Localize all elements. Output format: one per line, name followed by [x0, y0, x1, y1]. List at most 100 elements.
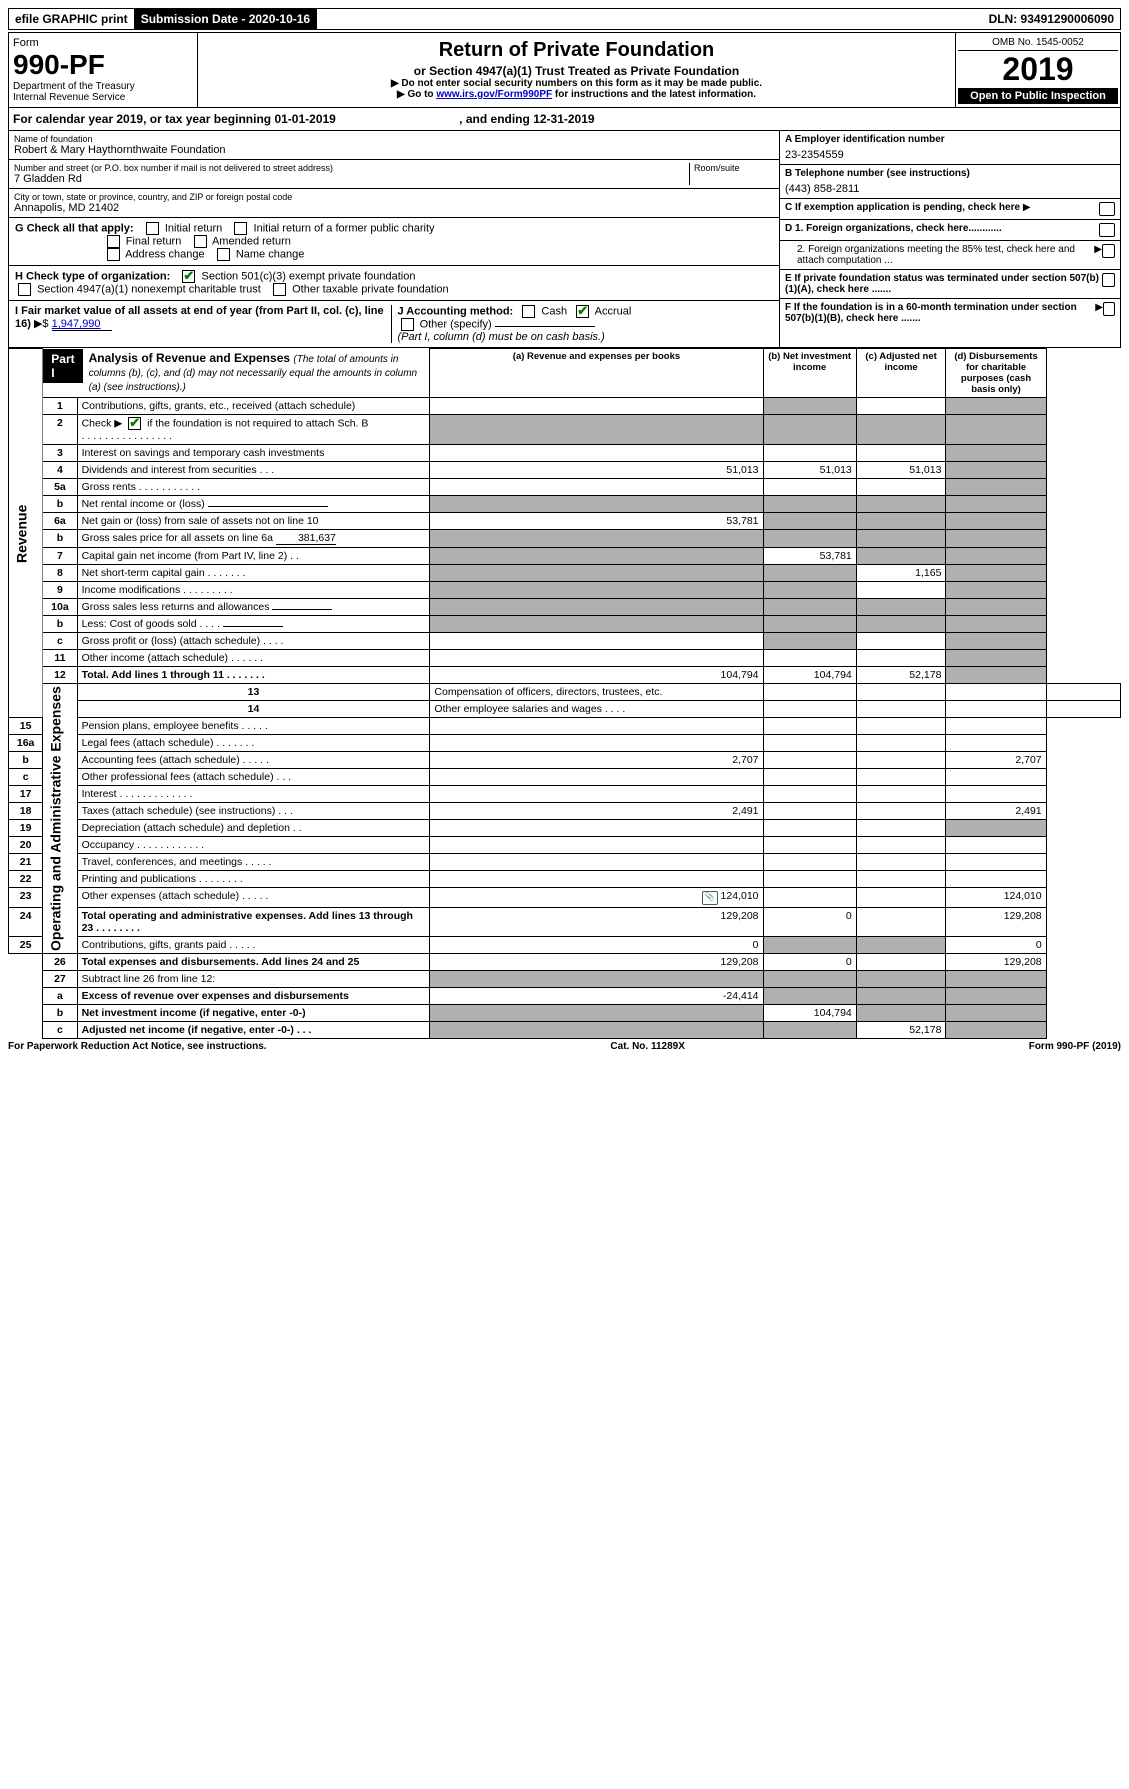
col-a-header: (a) Revenue and expenses per books	[430, 349, 763, 398]
h-section: H Check type of organization: Section 50…	[9, 266, 779, 301]
address-change-checkbox[interactable]	[107, 248, 120, 261]
part1-table: Revenue Part I Analysis of Revenue and E…	[8, 348, 1121, 1039]
j-other: Other (specify)	[420, 318, 492, 330]
row-9: 9Income modifications . . . . . . . . .	[9, 582, 1121, 599]
city-state-zip: Annapolis, MD 21402	[14, 202, 774, 214]
city-cell: City or town, state or province, country…	[9, 189, 779, 218]
dept-2: Internal Revenue Service	[13, 92, 193, 103]
d1-checkbox[interactable]	[1099, 223, 1115, 237]
address-cell: Number and street (or P.O. box number if…	[9, 160, 779, 189]
phone-cell: B Telephone number (see instructions) (4…	[780, 165, 1120, 199]
fair-market-value[interactable]: 1,947,990	[52, 318, 112, 331]
ein-value: 23-2354559	[785, 149, 1115, 161]
ein-label: A Employer identification number	[785, 134, 1115, 145]
foundation-name-cell: Name of foundation Robert & Mary Haythor…	[9, 131, 779, 160]
h-label: H Check type of organization:	[15, 270, 170, 282]
row-8: 8Net short-term capital gain . . . . . .…	[9, 565, 1121, 582]
submission-date: Submission Date - 2020-10-16	[135, 9, 317, 29]
cal-begin: 01-01-2019	[274, 112, 335, 126]
col-b-header: (b) Net investment income	[763, 349, 856, 398]
f-checkbox[interactable]	[1103, 302, 1115, 316]
j-accrual: Accrual	[595, 305, 632, 317]
e-checkbox[interactable]	[1102, 273, 1115, 287]
g-section: G Check all that apply: Initial return I…	[9, 218, 779, 266]
r10a-d: Gross sales less returns and allowances	[82, 601, 270, 613]
row-12: 12Total. Add lines 1 through 11 . . . . …	[9, 667, 1121, 684]
efile-label: efile GRAPHIC print	[9, 9, 135, 29]
header-center: Return of Private Foundation or Section …	[198, 33, 955, 107]
street-address: 7 Gladden Rd	[14, 173, 689, 185]
initial-return-checkbox[interactable]	[146, 222, 159, 235]
other-taxable-checkbox[interactable]	[273, 283, 286, 296]
part-title-text: Analysis of Revenue and Expenses	[89, 351, 290, 365]
room-label: Room/suite	[694, 163, 774, 173]
amended-checkbox[interactable]	[194, 235, 207, 248]
cal-end: 12-31-2019	[533, 112, 594, 126]
501c3-checkbox[interactable]	[182, 270, 195, 283]
g-initial: Initial return	[165, 222, 222, 234]
addr-label: Number and street (or P.O. box number if…	[14, 163, 689, 173]
row-19: 19Depreciation (attach schedule) and dep…	[9, 820, 1121, 837]
part-title: Analysis of Revenue and Expenses (The to…	[83, 349, 430, 395]
c-check: C If exemption application is pending, c…	[780, 199, 1120, 220]
form-link[interactable]: www.irs.gov/Form990PF	[436, 89, 552, 100]
cal-pre: For calendar year 2019, or tax year begi…	[13, 112, 274, 126]
open-public: Open to Public Inspection	[958, 88, 1118, 104]
row-23: 23Other expenses (attach schedule) . . .…	[9, 888, 1121, 908]
r6b-d: Gross sales price for all assets on line…	[82, 532, 276, 544]
initial-former-checkbox[interactable]	[234, 222, 247, 235]
form-subtitle: or Section 4947(a)(1) Trust Treated as P…	[202, 64, 951, 78]
page-footer: For Paperwork Reduction Act Notice, see …	[8, 1041, 1121, 1052]
row-10b: bLess: Cost of goods sold . . . .	[9, 616, 1121, 633]
accrual-checkbox[interactable]	[576, 305, 589, 318]
row-27a: aExcess of revenue over expenses and dis…	[9, 988, 1121, 1005]
h-4947: Section 4947(a)(1) nonexempt charitable …	[37, 283, 261, 295]
row-14: 14Other employee salaries and wages . . …	[9, 701, 1121, 718]
c-label: C If exemption application is pending, c…	[785, 202, 1020, 213]
final-return-checkbox[interactable]	[107, 235, 120, 248]
note-2: ▶ Go to www.irs.gov/Form990PF for instru…	[202, 89, 951, 100]
4947-checkbox[interactable]	[18, 283, 31, 296]
row-25: 25Contributions, gifts, grants paid . . …	[9, 937, 1121, 954]
note2-post: for instructions and the latest informat…	[552, 89, 756, 100]
row-2: 2Check ▶ if the foundation is not requir…	[9, 415, 1121, 445]
j-note: (Part I, column (d) must be on cash basi…	[398, 331, 605, 343]
city-label: City or town, state or province, country…	[14, 192, 774, 202]
part-label: Part I	[43, 349, 82, 383]
dept-1: Department of the Treasury	[13, 81, 193, 92]
row-18: 18Taxes (attach schedule) (see instructi…	[9, 803, 1121, 820]
foundation-name: Robert & Mary Haythornthwaite Foundation	[14, 144, 774, 156]
row-16a: 16aLegal fees (attach schedule) . . . . …	[9, 735, 1121, 752]
revenue-sidelabel: Revenue	[9, 349, 43, 718]
note-1: ▶ Do not enter social security numbers o…	[202, 78, 951, 89]
other-method-checkbox[interactable]	[401, 318, 414, 331]
d2-checkbox[interactable]	[1102, 244, 1115, 258]
row-10a: 10aGross sales less returns and allowanc…	[9, 599, 1121, 616]
col-d-header: (d) Disbursements for charitable purpose…	[946, 349, 1046, 398]
name-change-checkbox[interactable]	[217, 248, 230, 261]
row-27: 27Subtract line 26 from line 12:	[9, 971, 1121, 988]
row-1: 1Contributions, gifts, grants, etc., rec…	[9, 398, 1121, 415]
r10a-blank	[272, 609, 332, 610]
d2-label: 2. Foreign organizations meeting the 85%…	[785, 244, 1094, 266]
row-27c: cAdjusted net income (if negative, enter…	[9, 1022, 1121, 1039]
part1-header: Part I Analysis of Revenue and Expenses …	[43, 349, 429, 395]
col-c-header: (c) Adjusted net income	[856, 349, 946, 398]
cash-checkbox[interactable]	[522, 305, 535, 318]
g-name: Name change	[236, 248, 305, 260]
row-20: 20Occupancy . . . . . . . . . . . .	[9, 837, 1121, 854]
c-checkbox[interactable]	[1099, 202, 1115, 216]
attachment-icon[interactable]: 📎	[702, 891, 718, 905]
sch-b-checkbox[interactable]	[128, 417, 141, 430]
name-label: Name of foundation	[14, 134, 774, 144]
row-15: 15Pension plans, employee benefits . . .…	[9, 718, 1121, 735]
row-3: 3Interest on savings and temporary cash …	[9, 445, 1121, 462]
row-5a: 5aGross rents . . . . . . . . . . .	[9, 479, 1121, 496]
row-4: 4Dividends and interest from securities …	[9, 462, 1121, 479]
row-16b: bAccounting fees (attach schedule) . . .…	[9, 752, 1121, 769]
ein-cell: A Employer identification number 23-2354…	[780, 131, 1120, 165]
r2-post: if the foundation is not required to att…	[144, 417, 368, 429]
g-final: Final return	[126, 235, 182, 247]
f-check: F If the foundation is in a 60-month ter…	[780, 299, 1120, 327]
phone-label: B Telephone number (see instructions)	[785, 168, 1115, 179]
